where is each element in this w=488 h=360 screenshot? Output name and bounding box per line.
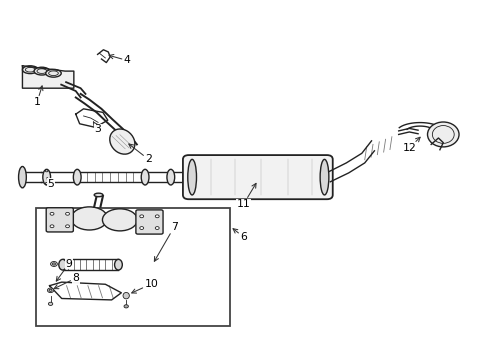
Ellipse shape: [50, 212, 54, 215]
Ellipse shape: [109, 129, 135, 154]
Text: 5: 5: [47, 178, 54, 189]
FancyBboxPatch shape: [183, 155, 332, 199]
Ellipse shape: [50, 261, 57, 266]
Ellipse shape: [155, 226, 159, 229]
Ellipse shape: [102, 209, 137, 231]
Ellipse shape: [43, 169, 50, 185]
Ellipse shape: [19, 166, 26, 188]
Ellipse shape: [427, 122, 458, 147]
Text: 12: 12: [402, 137, 419, 153]
Text: 8: 8: [54, 273, 79, 289]
Ellipse shape: [48, 302, 53, 305]
Ellipse shape: [59, 259, 66, 270]
Text: 10: 10: [131, 279, 158, 293]
Ellipse shape: [140, 215, 143, 218]
Ellipse shape: [65, 212, 69, 215]
Text: 6: 6: [233, 229, 246, 242]
Text: 4: 4: [109, 54, 130, 66]
Ellipse shape: [22, 66, 38, 73]
Polygon shape: [49, 282, 121, 300]
Text: 3: 3: [93, 122, 102, 134]
Ellipse shape: [123, 292, 129, 299]
Bar: [36, 208, 229, 326]
Text: 1: 1: [34, 86, 43, 107]
Text: 11: 11: [236, 183, 256, 209]
Ellipse shape: [73, 169, 81, 185]
Polygon shape: [22, 66, 74, 88]
Text: 7: 7: [154, 222, 177, 261]
Ellipse shape: [166, 169, 174, 185]
Ellipse shape: [34, 67, 49, 75]
Ellipse shape: [141, 169, 149, 185]
Ellipse shape: [114, 259, 122, 270]
Ellipse shape: [155, 215, 159, 218]
Polygon shape: [76, 109, 107, 127]
Ellipse shape: [50, 225, 54, 228]
Ellipse shape: [65, 225, 69, 228]
FancyBboxPatch shape: [46, 208, 73, 232]
Ellipse shape: [71, 207, 107, 230]
Ellipse shape: [47, 288, 54, 293]
FancyBboxPatch shape: [136, 210, 163, 234]
Ellipse shape: [94, 193, 102, 197]
Text: 9: 9: [56, 258, 72, 281]
Ellipse shape: [140, 226, 143, 229]
Ellipse shape: [320, 159, 328, 195]
Ellipse shape: [187, 159, 196, 195]
Ellipse shape: [45, 69, 61, 77]
Text: 2: 2: [128, 144, 152, 165]
Ellipse shape: [124, 305, 128, 308]
